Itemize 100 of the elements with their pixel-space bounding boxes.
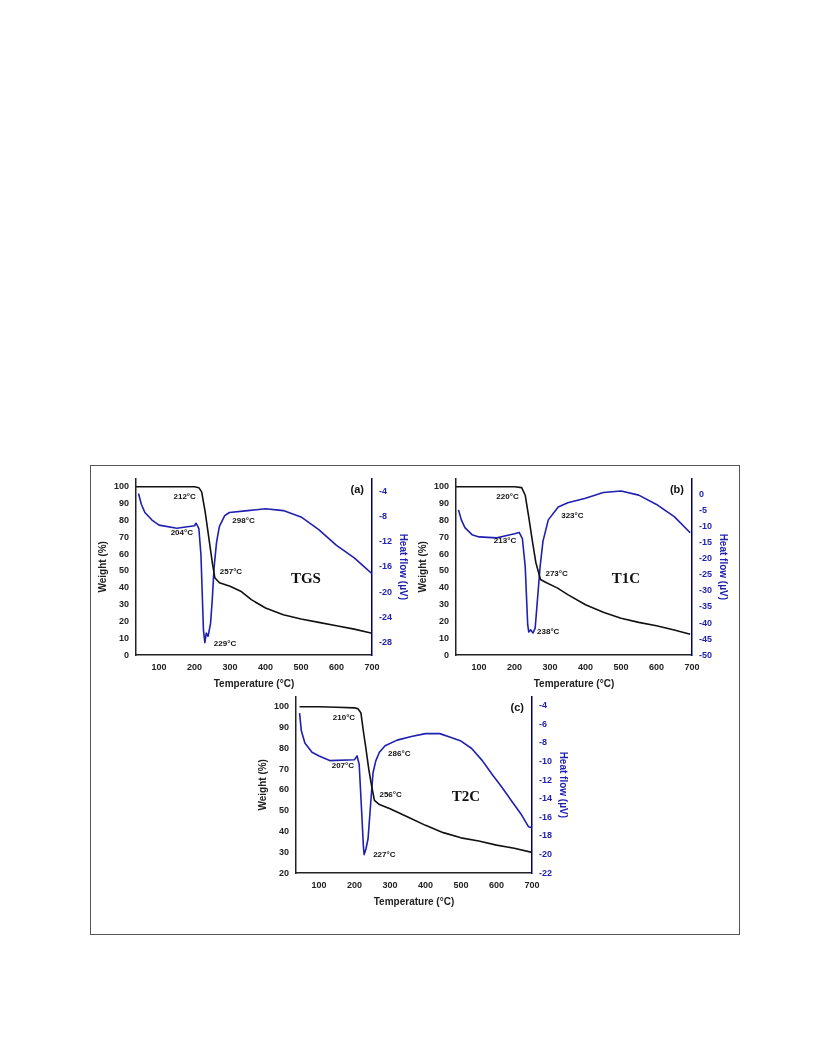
x-tick-label: 100 — [311, 880, 327, 891]
y-tick-label: 0 — [124, 649, 130, 660]
y-tick-label: 40 — [279, 826, 290, 837]
y2-tick-label: -8 — [378, 510, 388, 521]
y-tick-label: 80 — [279, 742, 290, 753]
x-tick-label: 200 — [187, 662, 203, 673]
y-tick-label: 90 — [119, 498, 130, 509]
y-tick-label: 50 — [119, 565, 130, 576]
x-tick-label: 200 — [507, 662, 523, 673]
y-tick-label: 0 — [444, 649, 450, 660]
x-tick-label: 100 — [151, 662, 167, 673]
x-tick-label: 600 — [328, 662, 345, 673]
y2-tick-label: -20 — [698, 553, 713, 564]
y-axis-title: Weight (%) — [256, 759, 268, 811]
annotation: (b) — [669, 482, 685, 495]
y-axis-title: Weight (%) — [416, 541, 428, 593]
y-tick-label: 60 — [119, 548, 130, 559]
y2-tick-label: -40 — [698, 617, 713, 628]
y-tick-label: 20 — [119, 616, 130, 627]
y2-tick-label: -12 — [538, 774, 553, 785]
y2-axis-title: Heat flow (µV) — [558, 751, 570, 818]
y-tick-label: 100 — [113, 481, 130, 492]
annotation: 229°C — [213, 638, 237, 648]
y2-tick-label: -28 — [378, 637, 393, 648]
y-tick-label: 60 — [439, 548, 450, 559]
x-tick-label: 200 — [347, 880, 363, 891]
annotation: 323°C — [561, 511, 584, 521]
annotation: 220°C — [496, 491, 519, 501]
x-tick-label: 400 — [258, 662, 274, 673]
x-tick-label: 600 — [648, 662, 665, 673]
annotation: 210°C — [332, 713, 356, 723]
y2-tick-label: -16 — [538, 811, 553, 822]
y2-axis-title: Heat flow (µV) — [718, 533, 730, 600]
y-tick-label: 30 — [279, 846, 290, 857]
y-tick-label: 70 — [439, 531, 450, 542]
y-tick-label: 60 — [279, 784, 290, 795]
y-tick-label: 30 — [119, 599, 130, 610]
y2-tick-label: -20 — [538, 849, 553, 860]
text: TGS — [290, 570, 321, 587]
y-tick-label: 40 — [119, 582, 130, 593]
x-tick-label: 100 — [471, 662, 487, 673]
y2-tick-label: -4 — [538, 700, 548, 711]
annotation: 257°C — [219, 566, 243, 576]
y2-tick-label: -25 — [698, 569, 713, 580]
y-tick-label: 70 — [119, 531, 130, 542]
x-tick-label: 400 — [418, 880, 434, 891]
annotation: 207°C — [331, 760, 355, 770]
annotation: (c) — [510, 700, 525, 713]
y2-tick-label: -14 — [538, 793, 553, 804]
y-tick-label: 50 — [439, 565, 450, 576]
y-tick-label: 20 — [279, 867, 290, 878]
y2-tick-label: -6 — [538, 718, 548, 729]
y2-tick-label: -24 — [378, 611, 393, 622]
y2-tick-label: -15 — [698, 537, 713, 548]
y-tick-label: 10 — [439, 632, 450, 643]
x-tick-label: 700 — [684, 662, 700, 673]
x-tick-label: 600 — [488, 880, 505, 891]
y-axis-title: Weight (%) — [96, 541, 108, 593]
y2-tick-label: -10 — [698, 521, 713, 532]
y2-tick-label: -4 — [378, 485, 388, 496]
annotation: 213°C — [493, 536, 517, 546]
y2-tick-label: -30 — [698, 585, 713, 596]
y-tick-label: 100 — [273, 701, 290, 712]
y2-tick-label: -20 — [378, 586, 393, 597]
annotation: 212°C — [173, 491, 197, 501]
annotation: 238°C — [537, 626, 560, 636]
y2-axis-title: Heat flow (µV) — [398, 533, 410, 600]
x-tick-label: 300 — [222, 662, 238, 673]
x-tick-label: 700 — [524, 880, 540, 891]
y2-tick-label: 0 — [698, 488, 705, 499]
annotation: 298°C — [232, 516, 255, 526]
annotation: (a) — [350, 482, 365, 495]
y2-tick-label: -50 — [698, 649, 713, 660]
y2-tick-label: -16 — [378, 561, 393, 572]
y-tick-label: 10 — [119, 632, 130, 643]
annotation: 286°C — [388, 749, 411, 759]
text: T1C — [611, 570, 641, 587]
y-tick-label: 20 — [439, 616, 450, 627]
x-tick-label: 500 — [453, 880, 469, 891]
y2-tick-label: -5 — [698, 505, 708, 516]
y-tick-label: 40 — [439, 582, 450, 593]
y-tick-label: 100 — [433, 481, 450, 492]
x-axis-title: Temperature (°C) — [213, 677, 295, 689]
x-tick-label: 300 — [542, 662, 558, 673]
y-tick-label: 90 — [439, 498, 450, 509]
y-tick-label: 80 — [439, 514, 450, 525]
text: T2C — [451, 788, 481, 805]
y-tick-label: 80 — [119, 514, 130, 525]
x-tick-label: 700 — [364, 662, 380, 673]
y-tick-label: 70 — [279, 763, 290, 774]
y2-tick-label: -10 — [538, 756, 553, 767]
y-tick-label: 50 — [279, 805, 290, 816]
y-tick-label: 30 — [439, 599, 450, 610]
annotation: 273°C — [545, 568, 569, 578]
y2-tick-label: -22 — [538, 867, 553, 878]
x-tick-label: 500 — [293, 662, 309, 673]
x-axis-title: Temperature (°C) — [533, 677, 615, 689]
annotation: 227°C — [373, 849, 396, 859]
y2-tick-label: -12 — [378, 536, 393, 547]
annotation: 256°C — [379, 789, 402, 799]
